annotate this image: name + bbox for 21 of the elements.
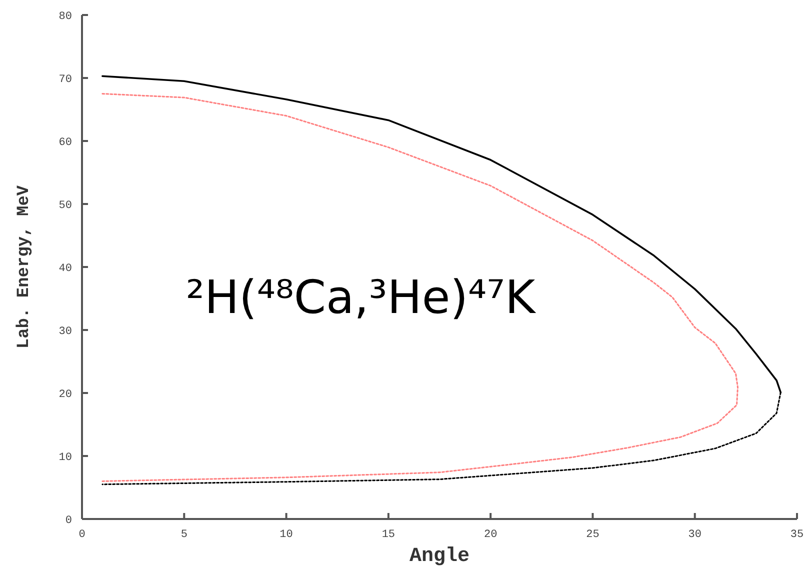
x-tick-label: 25 <box>586 528 600 541</box>
x-tick-label: 0 <box>78 528 86 541</box>
x-tick-label: 10 <box>280 528 293 541</box>
y-tick-label: 70 <box>58 74 72 86</box>
y-tick-label: 20 <box>58 388 72 401</box>
y-axis-title: Lab. Energy, MeV <box>15 184 34 349</box>
annotation: ²H(⁴⁸Ca,³He)⁴⁷K <box>186 270 536 324</box>
x-tick-label: 5 <box>180 528 188 541</box>
x-tick-label: 15 <box>382 528 396 541</box>
y-tick-label: 80 <box>58 10 72 23</box>
y-tick-label: 40 <box>58 262 72 275</box>
y-tick-label: 30 <box>58 326 72 338</box>
x-tick-label: 35 <box>790 528 804 541</box>
x-axis-title: Angle <box>409 545 470 568</box>
x-tick-label: 20 <box>484 528 498 541</box>
x-tick-label: 30 <box>688 528 702 541</box>
y-tick-label: 10 <box>58 452 72 464</box>
y-tick-label: 60 <box>58 136 72 149</box>
y-tick-label: 50 <box>58 200 72 212</box>
y-tick-label: 0 <box>65 514 72 527</box>
line-series <box>102 93 739 482</box>
